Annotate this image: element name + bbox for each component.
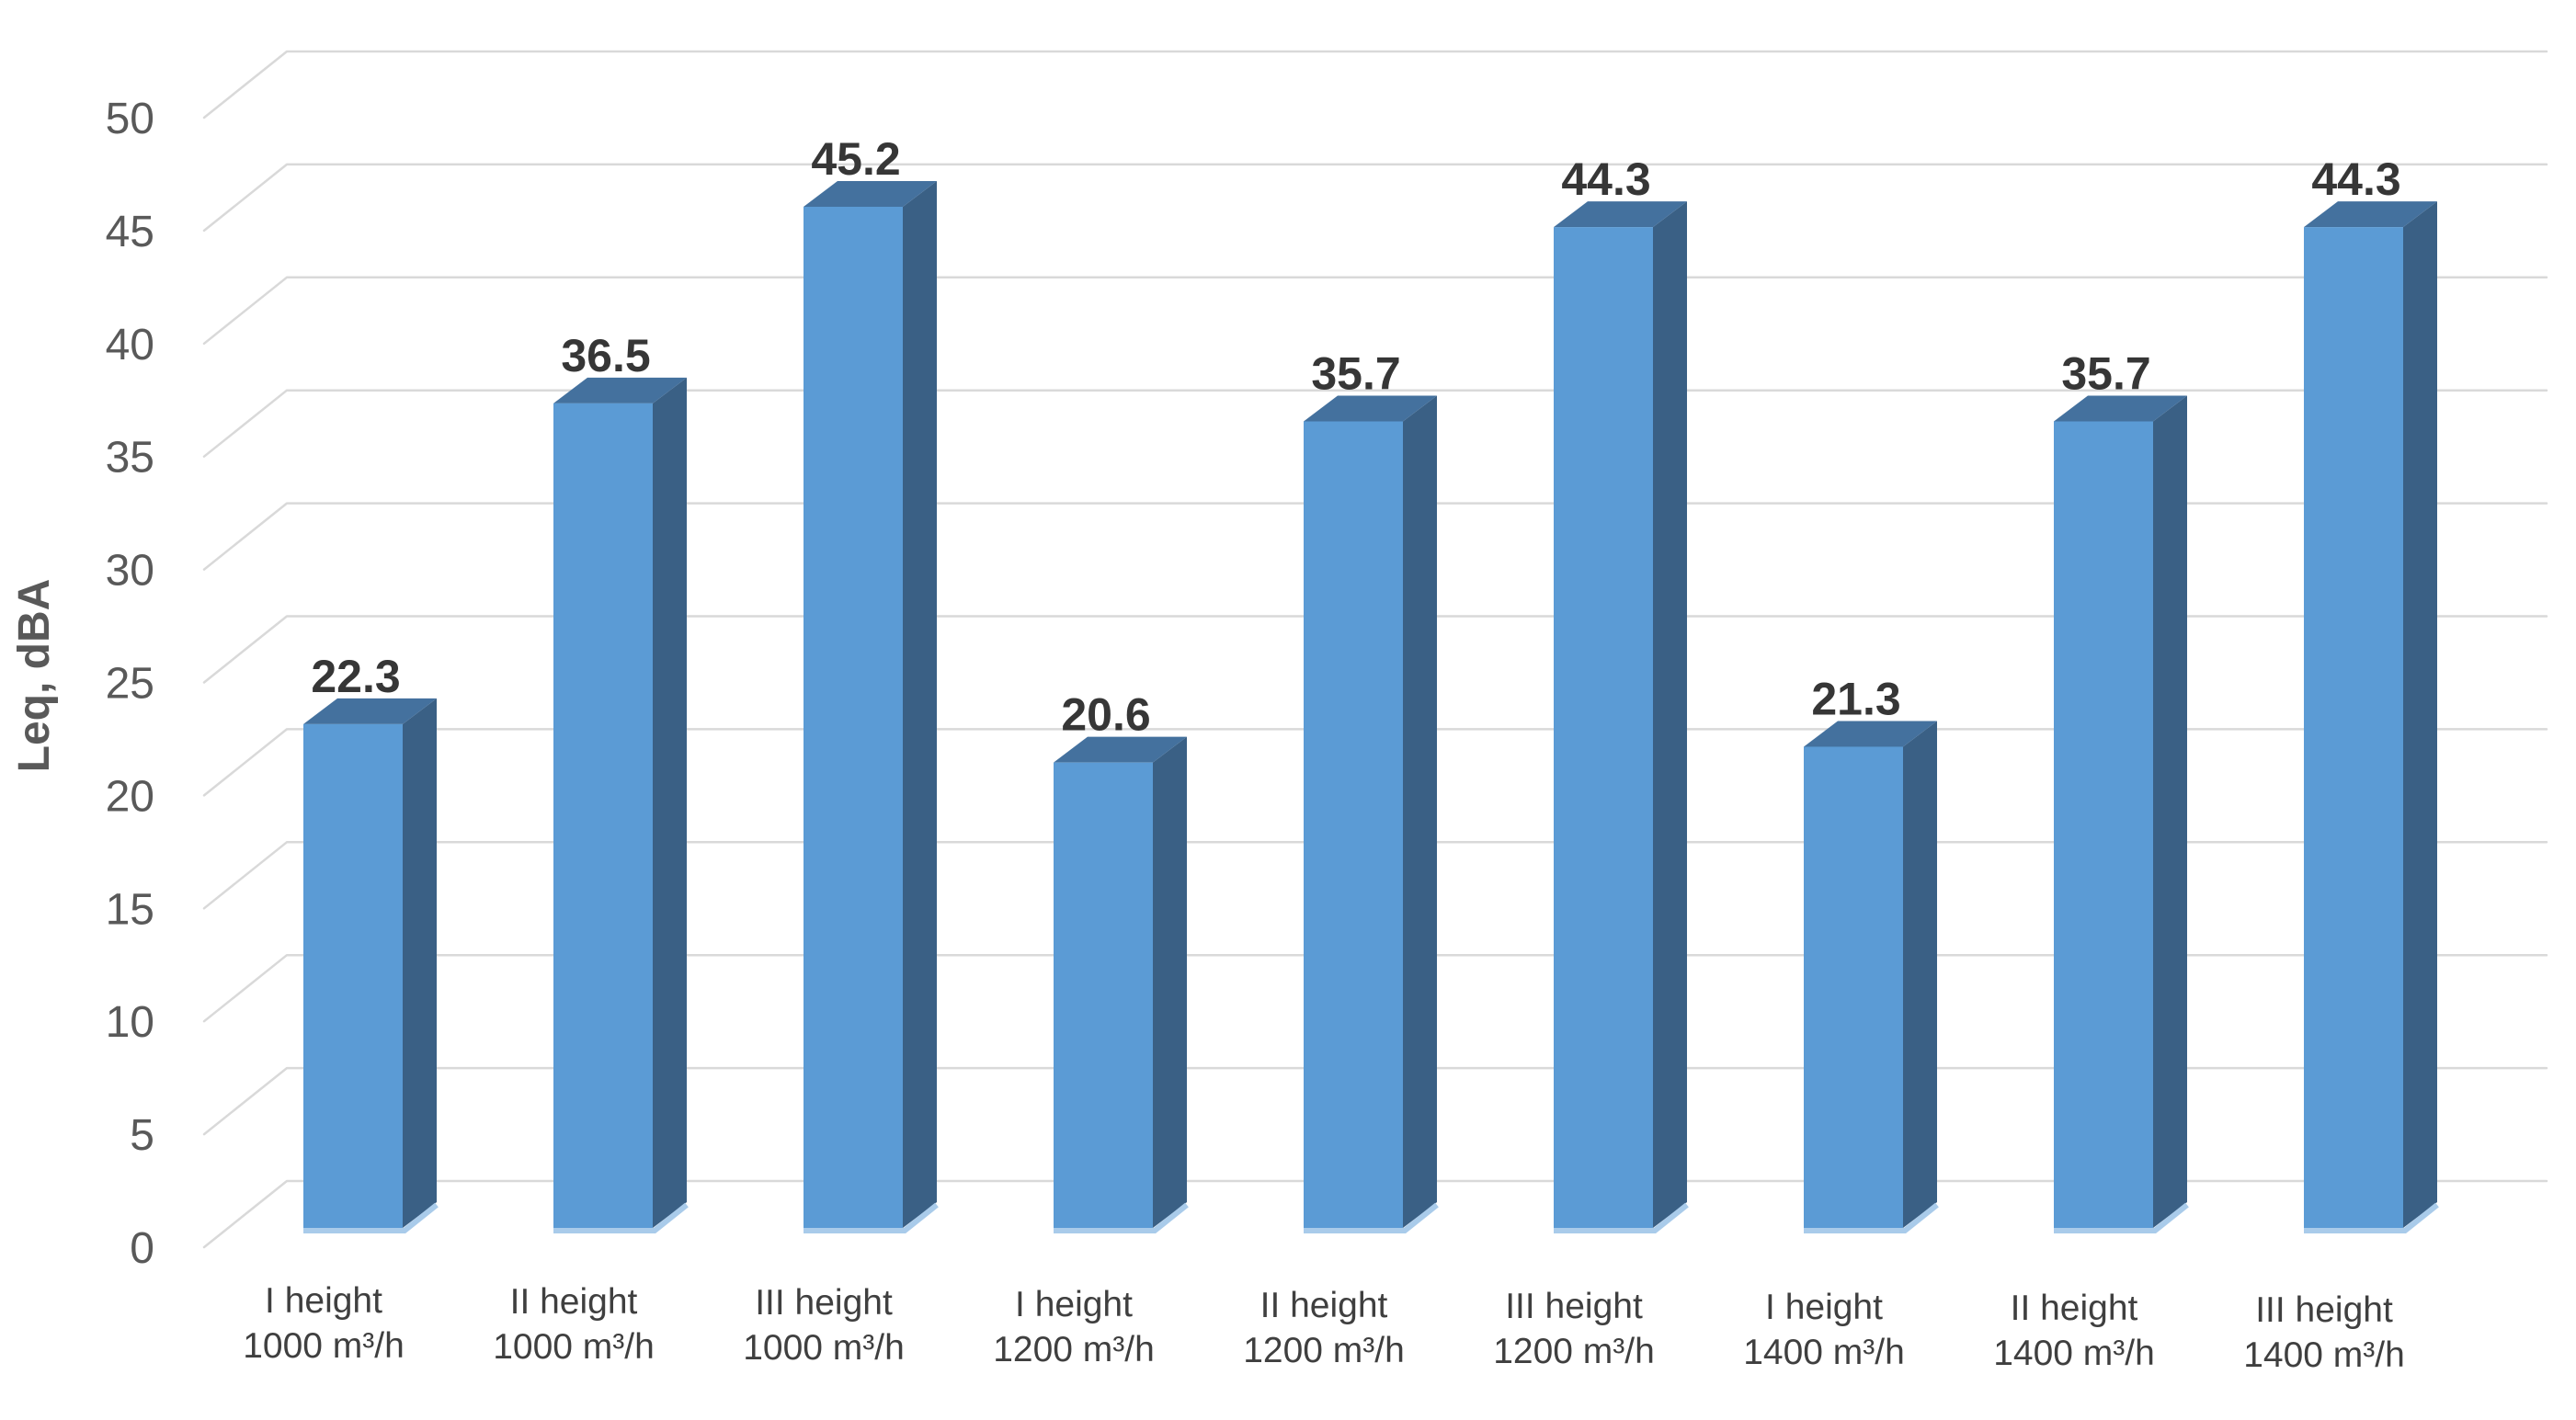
bar-bottom-edge — [553, 1202, 689, 1233]
category-label-line1: I height — [265, 1281, 382, 1321]
y-tick-label-15: 15 — [106, 885, 154, 934]
category-label-line1: II height — [1260, 1286, 1388, 1325]
bar-front-face — [804, 206, 903, 1228]
category-label-line1: I height — [1765, 1288, 1883, 1327]
bar-side-face — [1653, 201, 1687, 1229]
bar-bottom-edge — [2054, 1202, 2189, 1233]
bar-bottom-edge — [1804, 1202, 1939, 1233]
bar-value-label: 22.3 — [311, 651, 400, 702]
bar-side-face — [1403, 395, 1437, 1228]
y-axis-title: Leq, dBA — [10, 579, 59, 773]
bar-bottom-edge — [1554, 1202, 1689, 1233]
y-tick-label-35: 35 — [106, 434, 154, 483]
gridline-25 — [202, 615, 2548, 684]
category-label-line1: III height — [2255, 1290, 2393, 1330]
gridline-15 — [202, 841, 2548, 910]
bar-side-face — [2153, 395, 2187, 1228]
bar-front-face — [1554, 227, 1653, 1229]
bar-bottom-edge — [2304, 1202, 2439, 1233]
bar-top-face — [1054, 736, 1187, 763]
bar-top-face — [1304, 395, 1437, 422]
y-tick-label-50: 50 — [106, 95, 154, 143]
bar-side-face — [1903, 721, 1937, 1228]
y-tick-label-5: 5 — [130, 1111, 154, 1160]
bar-value-label: 45.2 — [811, 133, 900, 185]
bar-top-face — [303, 698, 437, 724]
gridline-40 — [202, 276, 2548, 346]
bar-bottom-edge — [804, 1202, 939, 1233]
bar-top-face — [2304, 201, 2437, 228]
bar-value-label: 36.5 — [561, 330, 650, 381]
gridline-45 — [202, 163, 2548, 233]
category-label-line2: 1200 m³/h — [993, 1330, 1155, 1369]
gridline-0 — [202, 1179, 2548, 1249]
bar-side-face — [653, 377, 687, 1229]
y-tick-label-40: 40 — [106, 321, 154, 369]
bar-front-face — [2054, 421, 2153, 1228]
category-label-line2: 1400 m³/h — [1743, 1333, 1905, 1372]
bar-bottom-edge — [1054, 1202, 1189, 1233]
y-tick-label-45: 45 — [106, 208, 154, 256]
y-tick-label-20: 20 — [106, 772, 154, 821]
gridline-50 — [202, 50, 2548, 119]
bar-value-label: 35.7 — [2061, 347, 2150, 399]
bar-front-face — [2304, 227, 2403, 1229]
category-label-line2: 1200 m³/h — [1493, 1332, 1655, 1371]
bar-side-face — [1153, 736, 1187, 1228]
y-tick-label-25: 25 — [106, 660, 154, 709]
bar-side-face — [903, 180, 937, 1228]
bar-bottom-edge — [303, 1202, 439, 1233]
category-label-line1: I height — [1015, 1285, 1133, 1324]
bar-value-label: 21.3 — [1811, 673, 1900, 724]
bar-front-face — [1804, 746, 1903, 1228]
bar-value-label: 35.7 — [1311, 347, 1400, 399]
bar-front-face — [1304, 421, 1403, 1228]
bar-value-label: 20.6 — [1061, 689, 1150, 741]
bar-value-label: 44.3 — [1561, 153, 1650, 205]
bar-front-face — [553, 403, 653, 1229]
bar-value-label: 44.3 — [2311, 153, 2400, 205]
category-label-line2: 1400 m³/h — [2243, 1335, 2405, 1375]
bar-top-face — [804, 180, 937, 207]
bar-front-face — [1054, 762, 1153, 1228]
gridline-35 — [202, 389, 2548, 458]
gridline-10 — [202, 953, 2548, 1023]
gridline-20 — [202, 728, 2548, 797]
y-tick-label-0: 0 — [130, 1224, 154, 1273]
category-label-line2: 1000 m³/h — [493, 1327, 655, 1367]
bar-side-face — [2403, 201, 2437, 1229]
category-label-line2: 1000 m³/h — [243, 1326, 405, 1366]
bar-bottom-edge — [1304, 1202, 1439, 1233]
category-label-line1: II height — [2011, 1289, 2138, 1328]
category-label-line1: III height — [1505, 1287, 1643, 1326]
bar-side-face — [403, 698, 437, 1228]
bar-top-face — [553, 377, 687, 403]
category-label-line2: 1000 m³/h — [743, 1328, 905, 1368]
category-label-line2: 1400 m³/h — [1993, 1334, 2155, 1373]
y-tick-label-30: 30 — [106, 547, 154, 596]
bar-front-face — [303, 723, 403, 1228]
gridline-5 — [202, 1066, 2548, 1136]
category-label-line1: II height — [510, 1282, 638, 1322]
bar-top-face — [1804, 721, 1937, 747]
gridline-30 — [202, 502, 2548, 571]
category-label-line1: III height — [755, 1283, 893, 1323]
y-tick-label-10: 10 — [106, 998, 154, 1047]
category-label-line2: 1200 m³/h — [1243, 1331, 1405, 1370]
bar-top-face — [1554, 201, 1687, 228]
bar-top-face — [2054, 395, 2187, 422]
